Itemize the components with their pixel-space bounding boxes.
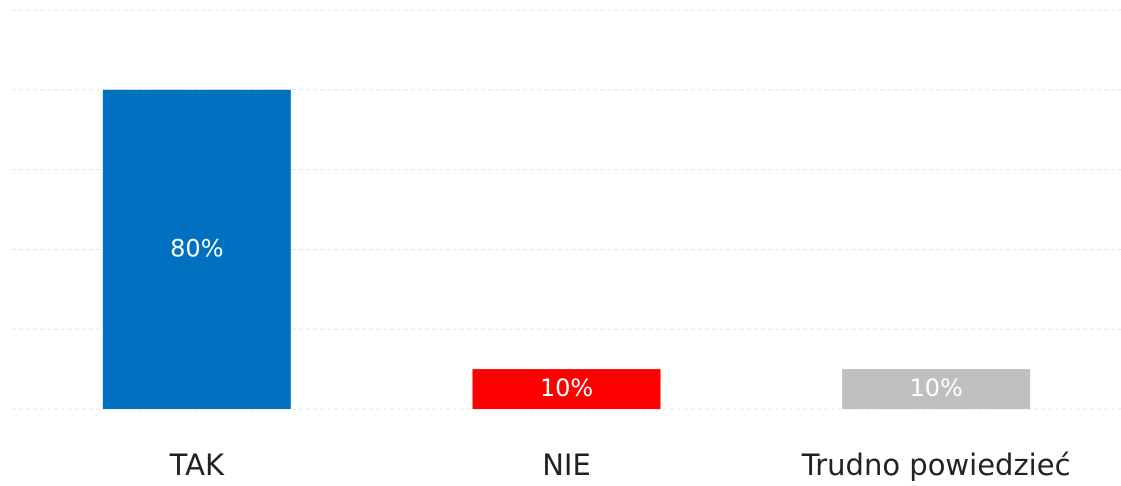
- x-tick-label: Trudno powiedzieć: [801, 448, 1071, 482]
- value-label: 10%: [909, 374, 962, 402]
- x-tick-label: TAK: [169, 448, 225, 482]
- bar: [472, 369, 661, 409]
- bar: [102, 89, 291, 410]
- bar: [842, 369, 1031, 409]
- x-tick-label: NIE: [542, 448, 591, 482]
- value-label: 10%: [540, 374, 593, 402]
- value-label: 80%: [170, 234, 223, 262]
